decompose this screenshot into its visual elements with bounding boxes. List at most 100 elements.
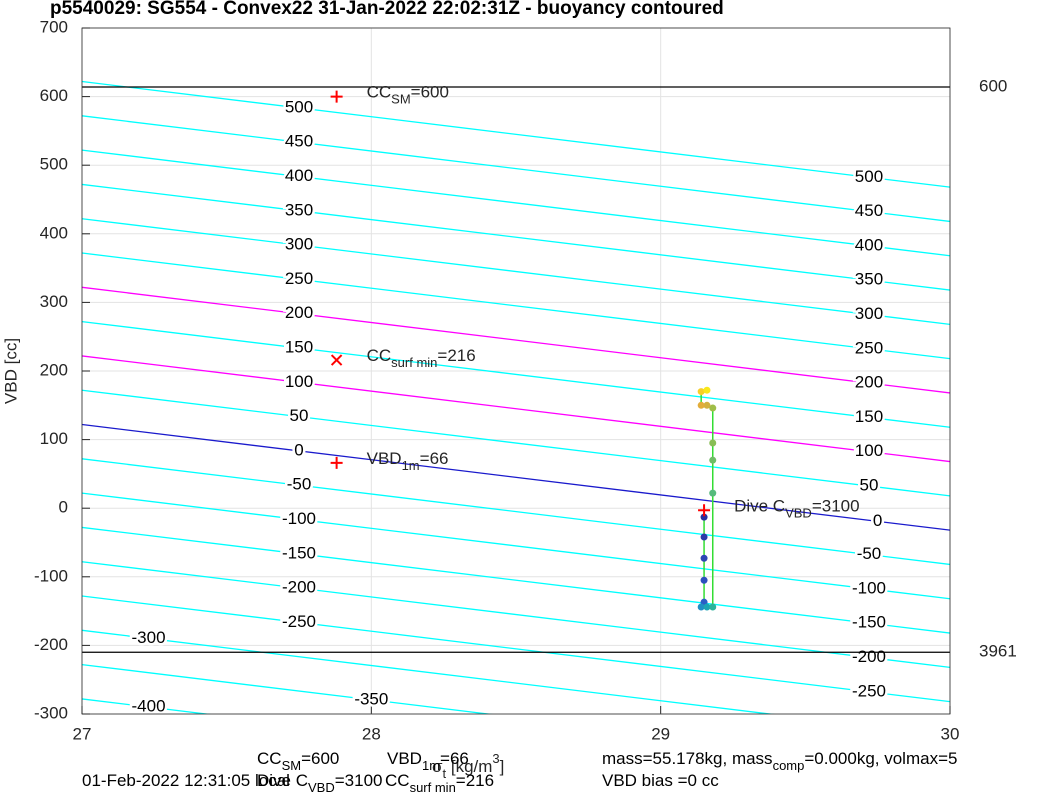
contour-label: -250	[852, 681, 886, 700]
marker-label-part: =3100	[812, 497, 860, 516]
marker-label-part: VBD	[785, 506, 812, 521]
contour-line	[82, 663, 494, 714]
footer-text-part: SM	[282, 758, 302, 773]
contour-label: -200	[282, 578, 316, 597]
x-axis-label: σt [kg/m3]	[432, 751, 504, 781]
y-tick-label: 700	[40, 17, 68, 36]
contour-label: -300	[132, 628, 166, 647]
trajectory-point	[700, 513, 708, 521]
trajectory-point	[709, 456, 717, 464]
contour-line	[82, 492, 950, 600]
axes-box	[81, 27, 951, 715]
marker-label: VBD1m=66	[367, 449, 449, 473]
trajectory-point	[700, 533, 708, 541]
y-tick-label: 300	[40, 292, 68, 311]
y-tick-label: -200	[34, 635, 68, 654]
contour-label: 400	[285, 166, 313, 185]
footer-text: CCsurf min=216	[385, 771, 494, 795]
contour-line	[82, 526, 950, 634]
contour-label: -350	[354, 689, 388, 708]
reference-label: 3961	[979, 642, 1017, 661]
contour-label: 250	[285, 269, 313, 288]
footer-text: VBD bias =0 cc	[602, 771, 719, 790]
contour-line	[82, 458, 950, 566]
y-tick-label: 400	[40, 223, 68, 242]
marker-label-part: =600	[411, 83, 449, 102]
trajectory-point	[700, 576, 708, 584]
x-tick-label: 28	[362, 724, 381, 743]
footer-text-part: comp	[773, 758, 805, 773]
marker	[330, 354, 343, 366]
marker	[330, 456, 343, 469]
contour-line	[82, 355, 950, 463]
trajectory-point	[703, 603, 711, 611]
marker-label-part: =66	[420, 449, 449, 468]
contour-label: 50	[290, 406, 309, 425]
x-axis-label-part: ]	[500, 757, 505, 776]
contour-line	[82, 423, 950, 531]
contour-label: 450	[855, 201, 883, 220]
trajectory-point	[709, 439, 717, 447]
marker-label-part: CC	[367, 83, 392, 102]
marker-label-part: SM	[391, 92, 411, 107]
footer-text-part: CC	[385, 771, 410, 790]
trajectory-point	[697, 388, 705, 396]
trajectory-point	[709, 404, 717, 412]
footer-text-part: VBD bias =0 cc	[602, 771, 719, 790]
footer-text: Dive CVBD=3100	[257, 771, 383, 795]
x-axis-label-part: [kg/m	[446, 757, 492, 776]
contour-line	[82, 629, 776, 714]
contour-label: 350	[285, 200, 313, 219]
y-tick-label: 0	[59, 498, 68, 517]
y-tick-label: -300	[34, 703, 68, 722]
marker-label-part: =216	[437, 347, 475, 366]
marker-label-part: Dive C	[734, 497, 785, 516]
footer-text-part: Dive C	[257, 771, 308, 790]
contour-line	[82, 115, 950, 223]
trajectory-point	[709, 603, 717, 611]
trajectory-point	[709, 489, 717, 497]
contour-label: 50	[860, 475, 879, 494]
contour-label: 400	[855, 235, 883, 254]
x-axis-label-part: σ	[432, 757, 443, 776]
contour-line	[82, 149, 950, 257]
x-tick-label: 29	[651, 724, 670, 743]
marker-label: CCSM=600	[367, 83, 449, 107]
marker-label-part: surf min	[391, 355, 437, 370]
x-tick-label: 27	[73, 724, 92, 743]
x-axis-label-part: 3	[492, 751, 499, 766]
footer-text-part: CC	[257, 749, 282, 768]
contour-label: 450	[285, 132, 313, 151]
y-tick-label: 500	[40, 155, 68, 174]
trajectory-point	[703, 401, 711, 409]
footer-text-part: =0.000kg, volmax=5	[804, 749, 957, 768]
contour-label: 100	[855, 441, 883, 460]
contour-line	[82, 252, 950, 360]
marker-label-part: 1m	[402, 458, 420, 473]
x-tick-label: 30	[941, 724, 960, 743]
contour-line	[82, 320, 950, 428]
contour-label: 300	[855, 304, 883, 323]
contour-label: -150	[282, 543, 316, 562]
contour-label: 150	[855, 407, 883, 426]
y-axis-label: VBD [cc]	[1, 338, 20, 404]
y-tick-label: 200	[40, 360, 68, 379]
marker-label-part: VBD	[367, 449, 402, 468]
contour-label: 0	[294, 440, 303, 459]
reference-label: 600	[979, 76, 1007, 95]
trajectory-point	[700, 554, 708, 562]
footer-text-part: 01-Feb-2022 12:31:05 local	[82, 771, 290, 790]
contour-label: 0	[873, 511, 882, 530]
x-axis-label-part: t	[443, 766, 447, 781]
footer-text-part: VBD	[387, 749, 422, 768]
trajectory-point	[697, 603, 705, 611]
contour-label: -100	[852, 578, 886, 597]
footer-text-part: =66	[440, 749, 469, 768]
contour-label: -200	[852, 647, 886, 666]
contour-line	[82, 561, 950, 668]
contour-label: 500	[855, 167, 883, 186]
footer-text: VBD1m=66	[387, 749, 469, 773]
marker-label-part: CC	[367, 347, 392, 366]
footer-text: mass=55.178kg, masscomp=0.000kg, volmax=…	[602, 749, 957, 773]
contour-label: 100	[285, 372, 313, 391]
